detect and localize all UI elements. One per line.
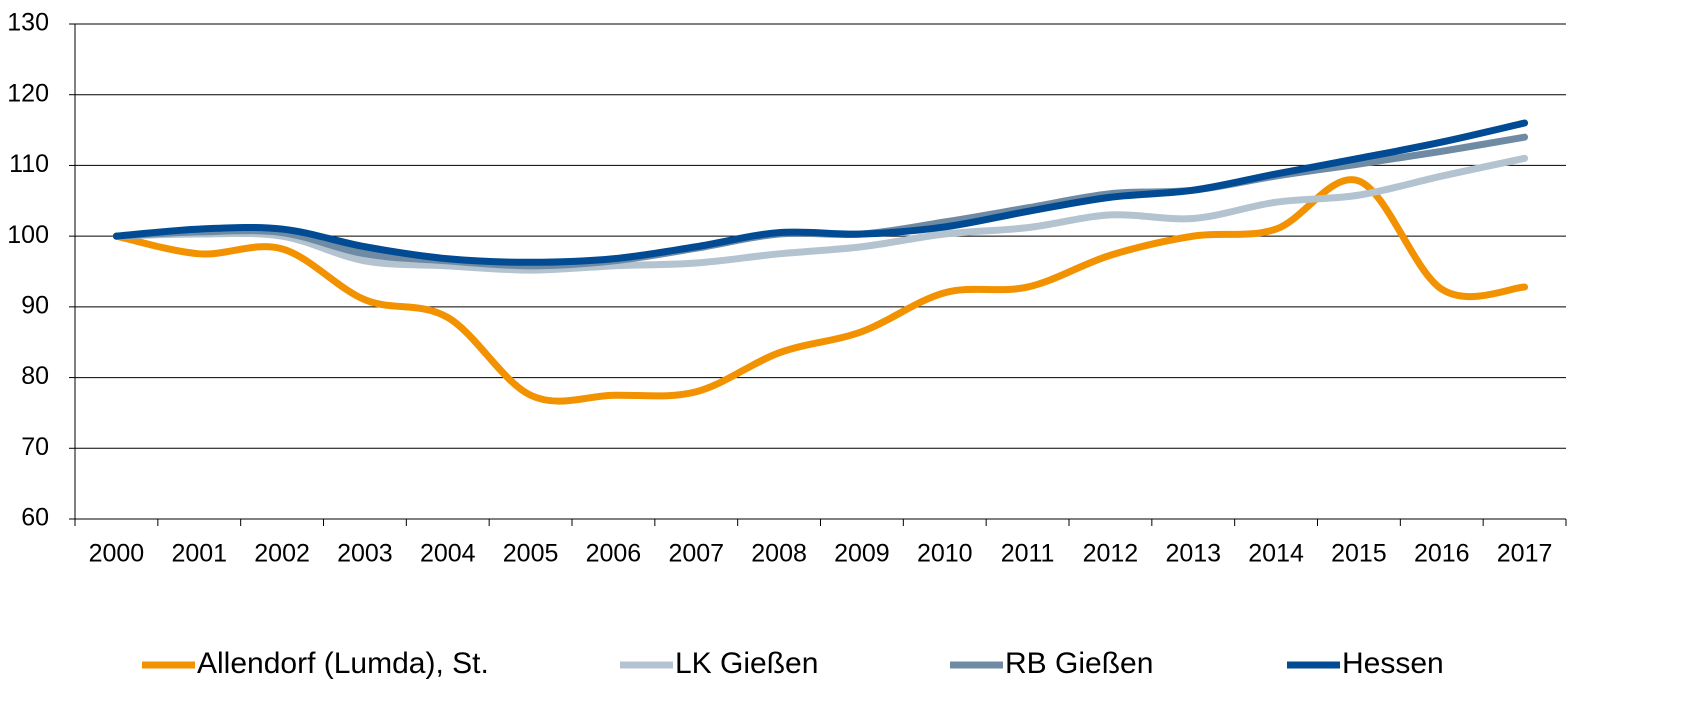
x-tick-label: 2012: [1083, 540, 1139, 568]
y-tick-label: 80: [21, 362, 49, 390]
legend-label: Allendorf (Lumda), St.: [197, 647, 489, 680]
x-tick-label: 2001: [171, 540, 227, 568]
x-tick-label: 2004: [420, 540, 476, 568]
y-tick-label: 60: [21, 504, 49, 532]
x-tick-label: 2006: [586, 540, 642, 568]
y-tick-label: 120: [7, 79, 49, 107]
series-line: [112, 176, 1529, 405]
x-tick-label: 2003: [337, 540, 393, 568]
legend-label: RB Gießen: [1005, 647, 1153, 680]
series-line: [112, 119, 1529, 266]
x-tick-label: 2007: [668, 540, 724, 568]
x-tick-label: 2014: [1248, 540, 1304, 568]
x-tick-label: 2011: [1001, 540, 1055, 568]
y-tick-label: 110: [9, 150, 49, 178]
x-tick-label: 2005: [503, 540, 559, 568]
x-tick-label: 2017: [1497, 540, 1553, 568]
y-tick-label: 130: [7, 9, 49, 37]
series-line: [112, 154, 1529, 274]
x-tick-label: 2008: [751, 540, 807, 568]
legend-label: LK Gießen: [675, 647, 818, 680]
x-tick-label: 2013: [1165, 540, 1221, 568]
x-tick-label: 2009: [834, 540, 890, 568]
x-tick-label: 2002: [254, 540, 310, 568]
x-tick-label: 2016: [1414, 540, 1470, 568]
x-tick-label: 2000: [89, 540, 145, 568]
y-tick-label: 90: [21, 291, 49, 319]
y-tick-label: 100: [7, 221, 49, 249]
legend-label: Hessen: [1342, 647, 1444, 680]
y-tick-label: 70: [21, 433, 49, 461]
x-tick-label: 2015: [1331, 540, 1387, 568]
x-tick-label: 2010: [917, 540, 973, 568]
